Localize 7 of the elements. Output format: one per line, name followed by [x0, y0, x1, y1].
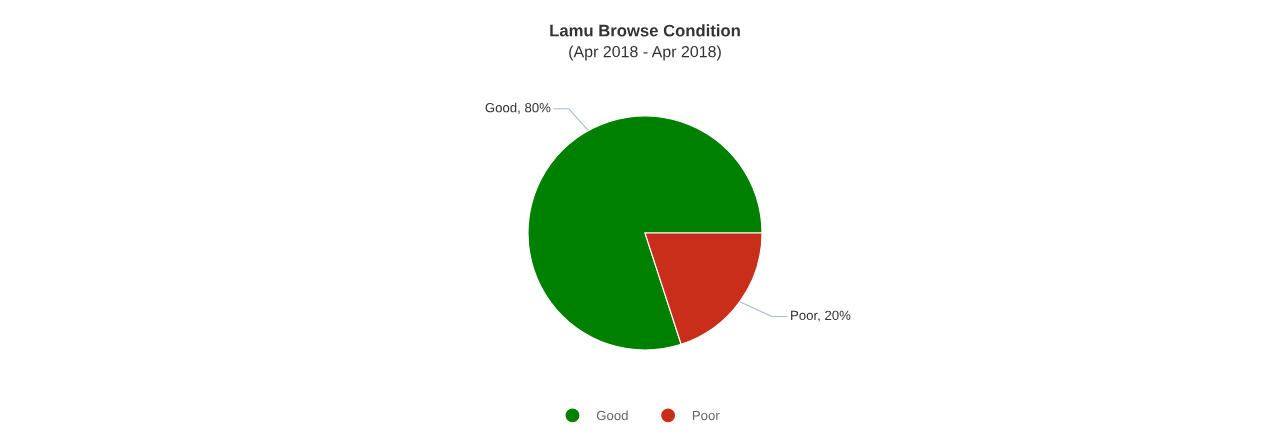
data-label: Good, 80% — [485, 102, 551, 114]
data-label: Poor, 20% — [791, 310, 851, 322]
chart-title: Lamu Browse Condition — [550, 24, 740, 37]
legend-label: Good — [596, 410, 628, 421]
chart-subtitle: (Apr 2018 - Apr 2018) — [569, 45, 721, 61]
pie-slice — [527, 115, 763, 351]
legend-label: Poor — [692, 410, 720, 421]
